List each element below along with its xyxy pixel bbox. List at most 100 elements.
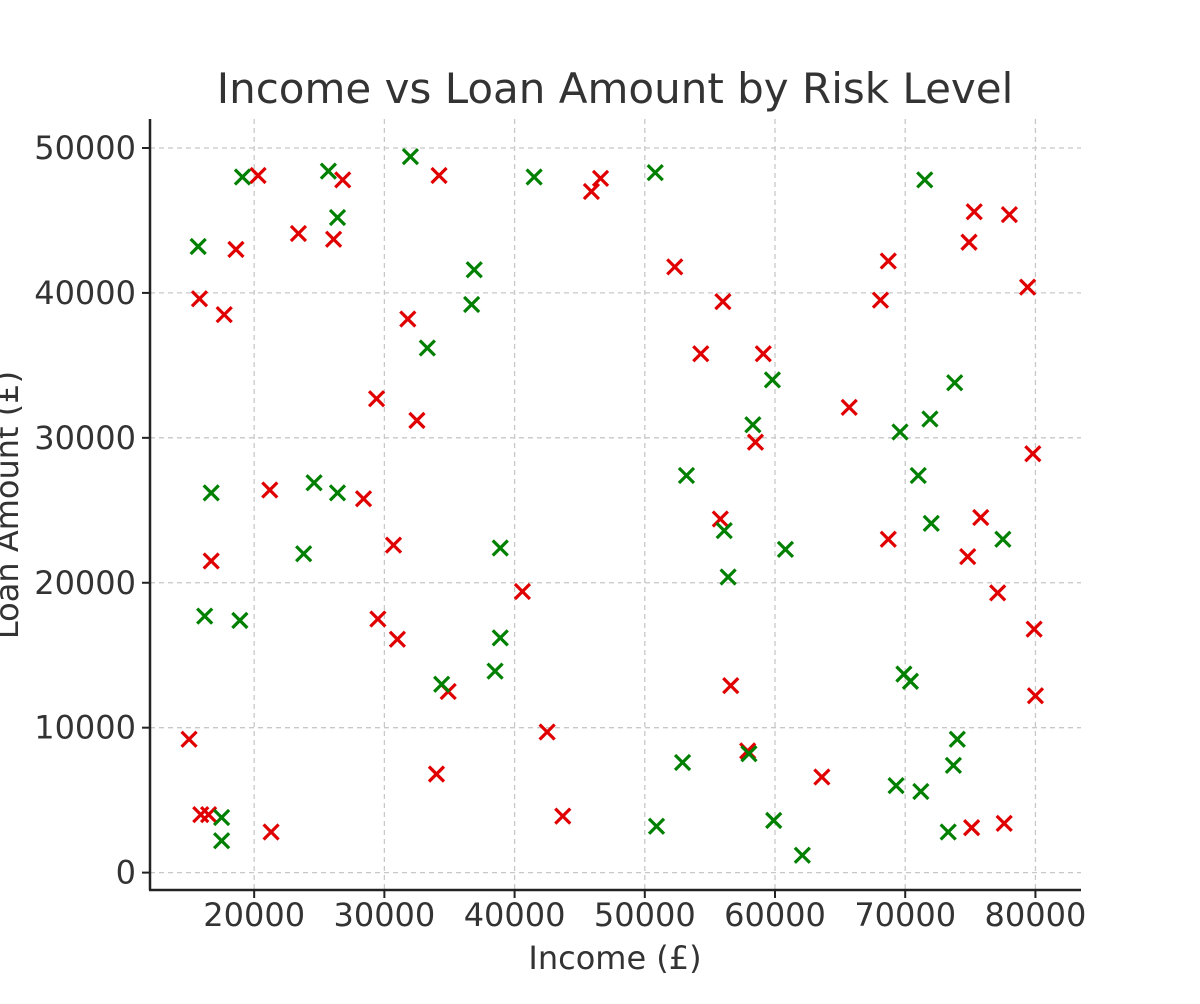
data-point-marker (1026, 687, 1045, 705)
data-point-marker (1000, 206, 1019, 224)
data-point-marker (946, 374, 964, 392)
data-point-marker (765, 811, 783, 830)
data-point-marker (714, 292, 732, 311)
data-point-marker (202, 484, 220, 502)
data-point-marker (901, 672, 920, 690)
data-point-marker (793, 846, 811, 864)
data-point-marker (591, 169, 610, 188)
data-point-marker (909, 466, 927, 485)
data-point-marker (491, 629, 509, 647)
x-tick-label: 50000 (594, 896, 696, 934)
data-point-marker (305, 474, 323, 492)
x-tick-label: 70000 (854, 896, 956, 934)
data-point-marker (763, 371, 782, 389)
data-point-marker (879, 252, 897, 270)
data-point-marker (261, 481, 279, 499)
data-point-marker (430, 166, 448, 185)
data-point-marker (554, 807, 572, 825)
data-point-marker (319, 162, 338, 180)
data-point-marker (289, 224, 308, 243)
y-tick-label: 40000 (34, 274, 136, 312)
data-point-marker (891, 423, 909, 441)
x-tick-label: 40000 (464, 896, 566, 934)
data-point-marker (196, 607, 214, 625)
data-point-marker (692, 345, 710, 363)
y-tick-label: 50000 (34, 129, 136, 167)
data-point-marker (995, 814, 1013, 832)
data-point-marker (192, 806, 210, 824)
data-point-marker (1018, 278, 1037, 296)
data-point-marker (212, 832, 231, 850)
data-point-marker (354, 490, 373, 508)
data-point-marker (960, 233, 978, 251)
data-point-marker (962, 819, 981, 837)
data-points (180, 148, 1045, 864)
data-point-marker (916, 171, 934, 189)
data-point-marker (324, 230, 343, 248)
y-axis-label: Loan Amount (£) (0, 371, 26, 639)
data-point-marker (328, 208, 347, 227)
chart-title: Income vs Loan Amount by Risk Level (217, 64, 1014, 113)
data-point-marker (189, 237, 207, 256)
data-point-marker (989, 584, 1007, 602)
data-point-marker (525, 168, 543, 186)
data-point-marker (666, 258, 684, 276)
data-point-marker (776, 540, 795, 559)
data-point-marker (180, 730, 198, 748)
data-point-marker (677, 466, 696, 485)
data-point-marker (719, 568, 737, 586)
data-point-marker (388, 630, 407, 648)
y-tick-label: 0 (116, 854, 136, 892)
data-point-marker (715, 521, 733, 540)
data-point-marker (965, 203, 983, 221)
data-point-marker (813, 768, 831, 786)
x-tick-label: 60000 (724, 896, 826, 934)
y-tick-label: 10000 (34, 709, 136, 747)
data-point-marker (249, 166, 267, 185)
x-tick-label: 30000 (333, 896, 435, 934)
data-point-marker (1024, 445, 1042, 463)
data-point-marker (334, 171, 352, 189)
data-point-marker (646, 163, 664, 182)
x-axis-label: Income (£) (528, 939, 701, 977)
data-point-marker (879, 530, 897, 548)
grid (150, 119, 1081, 890)
data-point-marker (922, 514, 940, 532)
x-tick-label: 20000 (203, 896, 305, 934)
data-point-marker (582, 182, 601, 201)
data-point-marker (840, 398, 858, 417)
data-point-marker (912, 782, 930, 801)
data-point-marker (399, 310, 417, 328)
axes (148, 119, 1081, 892)
data-point-marker (486, 662, 504, 680)
data-point-marker (1025, 620, 1043, 638)
data-point-marker (199, 806, 218, 824)
ticks: 20000 30000 40000 50000 60000 70000 80000 0 1000… (34, 129, 1086, 934)
data-point-marker (231, 611, 249, 630)
data-point-marker (433, 675, 451, 693)
data-point-marker (418, 339, 436, 357)
data-point-marker (212, 808, 231, 827)
data-point-marker (948, 730, 966, 748)
data-point-marker (887, 777, 905, 795)
y-tick-label: 20000 (34, 564, 136, 602)
data-point-marker (722, 677, 740, 695)
data-point-marker (465, 261, 483, 279)
data-point-marker (939, 823, 957, 841)
data-point-marker (328, 484, 347, 502)
data-point-marker (233, 168, 252, 186)
data-point-marker (427, 765, 446, 783)
data-point-marker (871, 291, 890, 309)
x-tick-label: 80000 (985, 896, 1087, 934)
data-point-marker (754, 345, 772, 363)
data-point-marker (744, 416, 762, 434)
data-point-marker (202, 552, 220, 570)
data-point-marker (262, 823, 280, 841)
data-point-marker (295, 545, 313, 563)
data-point-marker (369, 610, 387, 628)
data-point-marker (647, 817, 666, 835)
data-point-marker (711, 510, 729, 528)
data-point-marker (740, 745, 758, 763)
